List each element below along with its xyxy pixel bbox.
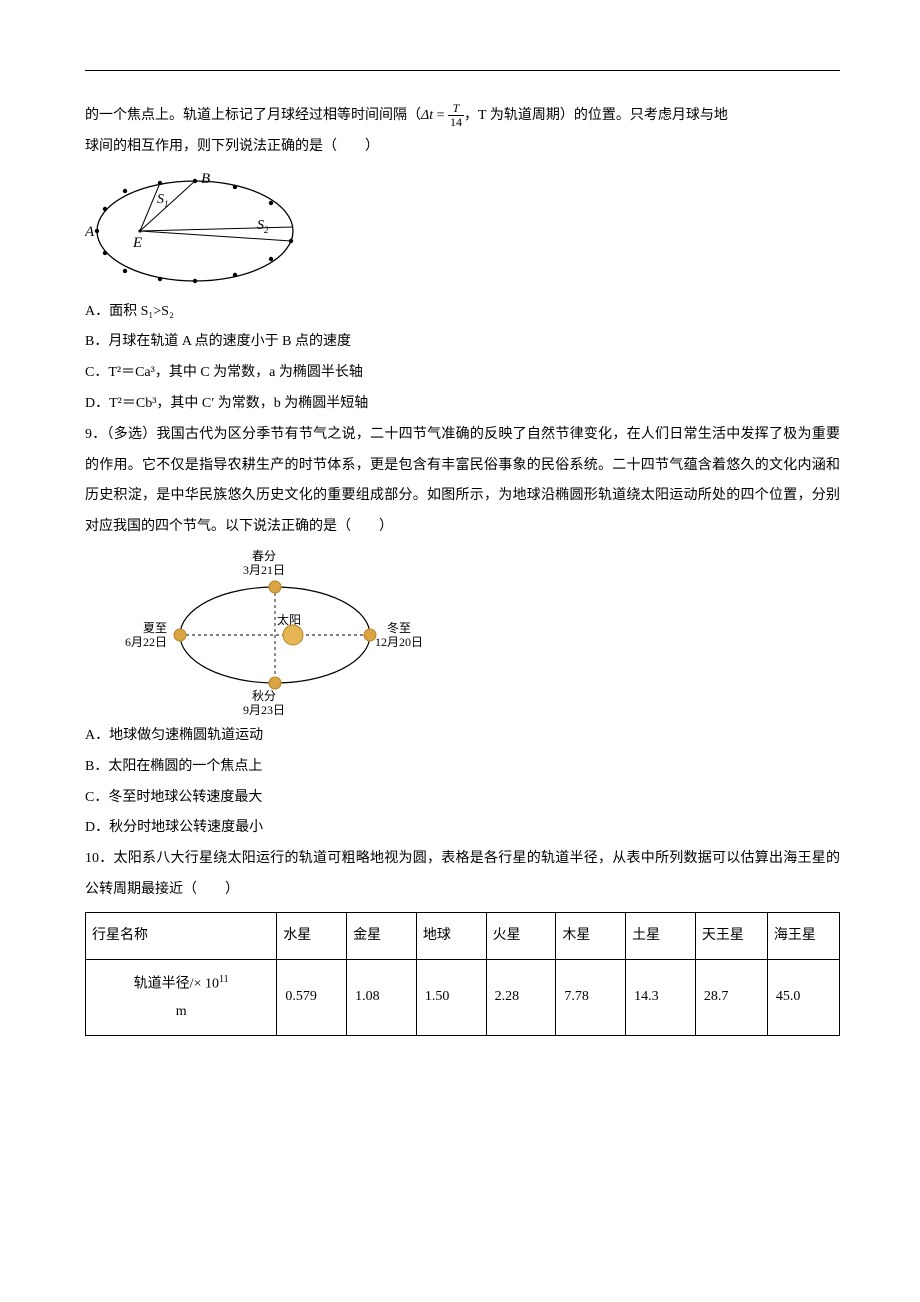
q8-intro-line2: 球间的相互作用，则下列说法正确的是（ ） xyxy=(85,132,840,163)
val-0: 0.579 xyxy=(277,960,347,1036)
row2-exp: 11 xyxy=(219,974,229,985)
delta-t: Δt xyxy=(421,108,433,123)
row2-label: 轨道半径/× 1011 m xyxy=(86,960,277,1036)
label-B: B xyxy=(201,171,210,187)
label-S1: S xyxy=(157,192,164,207)
q9-opt-B: B．太阳在椭圆的一个焦点上 xyxy=(85,752,840,783)
figure-orbit-ellipse: A B E S1 S2 xyxy=(85,169,840,289)
svg-text:S1: S1 xyxy=(157,192,169,209)
figure-seasons: 春分 3月21日 夏至 6月22日 冬至 12月20日 秋分 9月23日 太阳 xyxy=(125,549,445,719)
table-row: 轨道半径/× 1011 m 0.579 1.08 1.50 2.28 7.78 … xyxy=(86,960,840,1036)
frac-den: 14 xyxy=(448,116,464,129)
col-4: 木星 xyxy=(556,912,626,960)
col-0: 水星 xyxy=(277,912,347,960)
row2-l2: m xyxy=(176,1004,187,1019)
q9-opt-D: D．秋分时地球公转速度最小 xyxy=(85,813,840,844)
planets-table: 行星名称 水星 金星 地球 火星 木星 土星 天王星 海王星 轨道半径/× 10… xyxy=(85,912,840,1036)
q9-opt-A: A．地球做匀速椭圆轨道运动 xyxy=(85,721,840,752)
q8-intro-post: ，T 为轨道周期）的位置。只考虑月球与地 xyxy=(464,108,728,123)
label-S2: S xyxy=(257,218,264,233)
val-3: 2.28 xyxy=(486,960,556,1036)
frac-num: T xyxy=(448,102,464,116)
q8-intro-line1: 的一个焦点上。轨道上标记了月球经过相等时间间隔（Δt = T14，T 为轨道周期… xyxy=(85,101,840,132)
col-7: 海王星 xyxy=(767,912,839,960)
q8-intro-pre: 的一个焦点上。轨道上标记了月球经过相等时间间隔（ xyxy=(85,108,421,123)
fraction-t-14: T14 xyxy=(448,102,464,129)
q8-opt-C: C．T²＝Ca³，其中 C 为常数，a 为椭圆半长轴 xyxy=(85,358,840,389)
val-5: 14.3 xyxy=(626,960,696,1036)
q9-text: 9．（多选）我国古代为区分季节有节气之说，二十四节气准确的反映了自然节律变化，在… xyxy=(85,420,840,543)
table-row: 行星名称 水星 金星 地球 火星 木星 土星 天王星 海王星 xyxy=(86,912,840,960)
q9-opt-C: C．冬至时地球公转速度最大 xyxy=(85,783,840,814)
val-6: 28.7 xyxy=(695,960,767,1036)
row2-l1: 轨道半径/× 10 xyxy=(134,977,219,992)
val-7: 45.0 xyxy=(767,960,839,1036)
q8-opt-B: B．月球在轨道 A 点的速度小于 B 点的速度 xyxy=(85,327,840,358)
top-rule xyxy=(85,70,840,71)
col-1: 金星 xyxy=(347,912,417,960)
q10-text: 10．太阳系八大行星绕太阳运行的轨道可粗略地视为圆，表格是各行星的轨道半径，从表… xyxy=(85,844,840,906)
col-5: 土星 xyxy=(626,912,696,960)
val-2: 1.50 xyxy=(416,960,486,1036)
seasight-svg xyxy=(125,549,445,719)
orbit-svg: A B E S1 S2 xyxy=(85,169,305,289)
col-2: 地球 xyxy=(416,912,486,960)
val-4: 7.78 xyxy=(556,960,626,1036)
val-1: 1.08 xyxy=(347,960,417,1036)
row1-label: 行星名称 xyxy=(86,912,277,960)
svg-text:S2: S2 xyxy=(257,218,269,235)
eq-sign: = xyxy=(433,108,448,123)
label-A: A xyxy=(85,224,95,240)
label-S2-sub: 2 xyxy=(264,225,269,235)
label-S1-sub: 1 xyxy=(164,199,169,209)
col-3: 火星 xyxy=(486,912,556,960)
q8-opt-A: A．面积 S₁>S₂ xyxy=(85,297,840,328)
q8-opt-D: D．T²＝Cb³，其中 C′ 为常数，b 为椭圆半短轴 xyxy=(85,389,840,420)
col-6: 天王星 xyxy=(695,912,767,960)
label-E: E xyxy=(132,235,142,251)
